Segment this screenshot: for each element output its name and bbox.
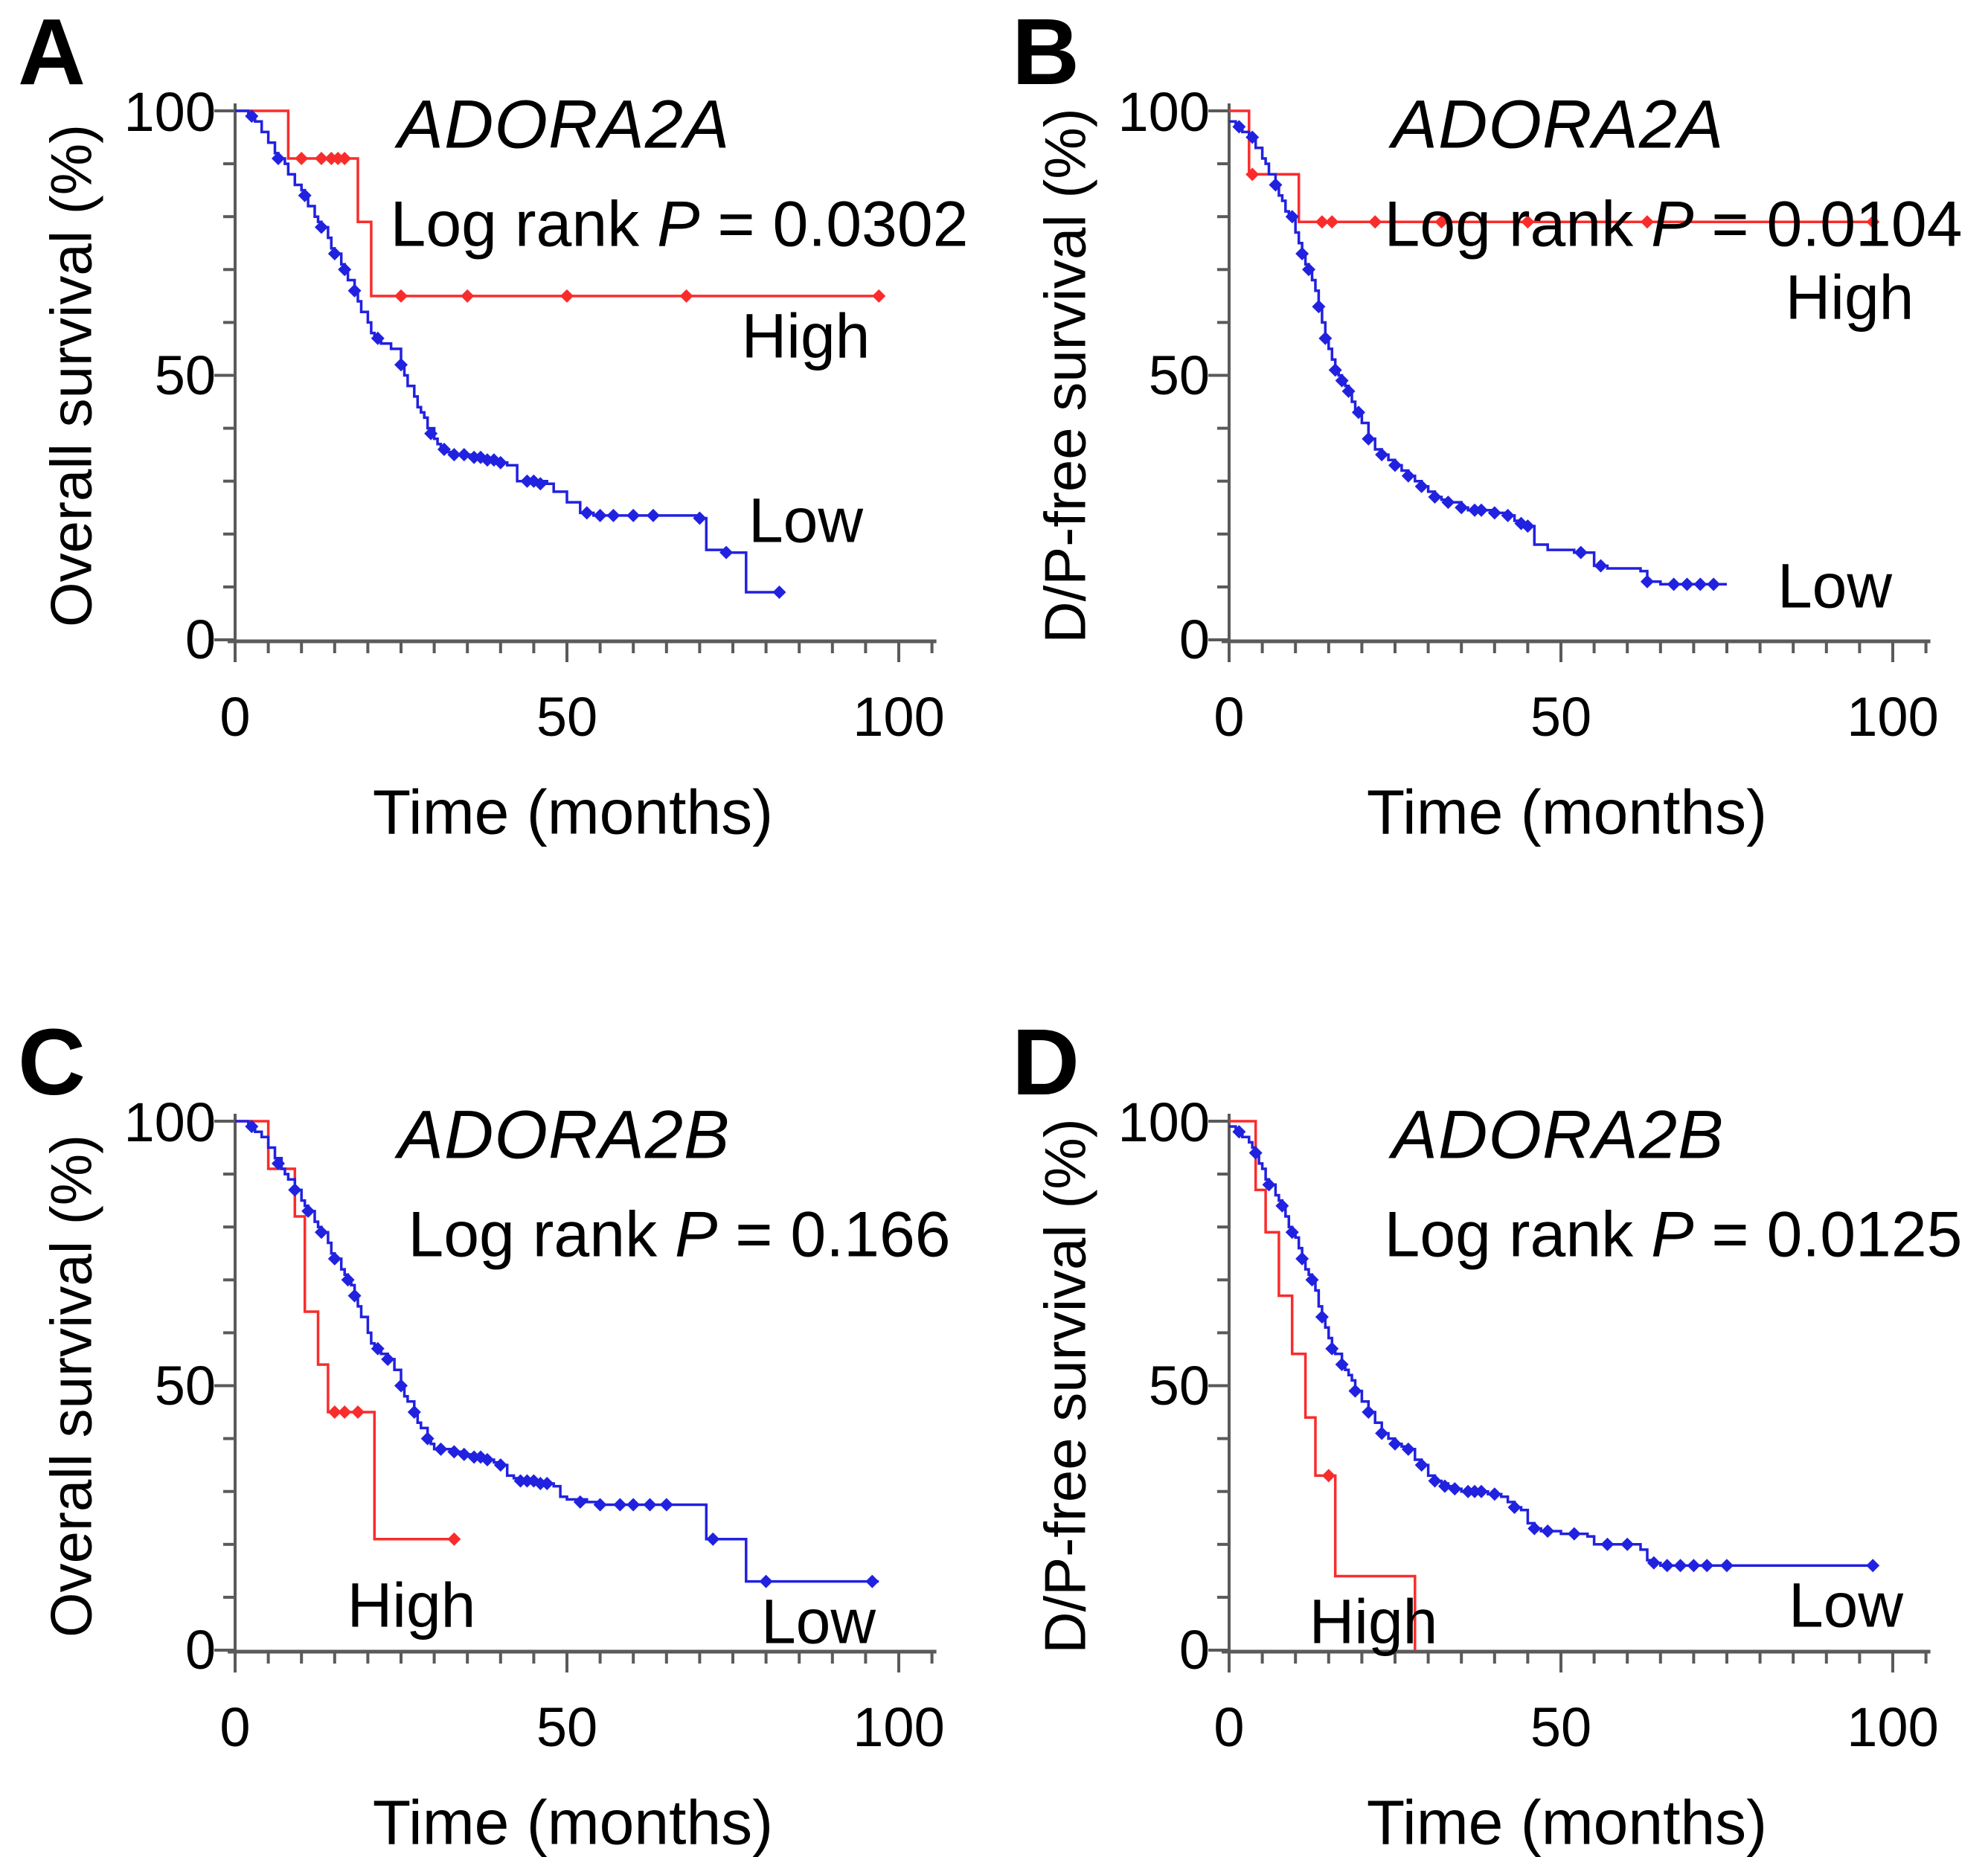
x-tick-label-0: 0 (219, 1696, 251, 1758)
panel-d-content: D ADORA2B Log rank P = 0.0125 D/P-free s… (994, 1010, 1988, 1857)
series-label-low: Low (760, 1586, 876, 1657)
km-plot-d (1208, 1114, 1931, 1672)
panel-letter: B (1012, 0, 1080, 104)
logrank-text: Log rank P = 0.0125 (1384, 1199, 1962, 1272)
y-tick-label-50: 50 (154, 344, 216, 406)
logrank-value: = 0.0302 (717, 188, 969, 260)
km-plot-a (214, 103, 937, 662)
panel-b: B ADORA2A Log rank P = 0.0104 D/P-free s… (994, 0, 1988, 928)
panel-a: A ADORA2A Log rank P = 0.0302 Overall su… (0, 0, 994, 928)
y-tick-label-50: 50 (1148, 344, 1210, 406)
gene-title: ADORA2A (397, 86, 731, 163)
x-tick-label-0: 0 (1213, 1696, 1245, 1758)
series-label-low: Low (1777, 551, 1893, 621)
x-tick-label-50: 50 (1530, 1696, 1592, 1758)
x-tick-label-50: 50 (536, 1696, 598, 1758)
panel-b-content: B ADORA2A Log rank P = 0.0104 D/P-free s… (994, 0, 1988, 928)
x-tick-label-0: 0 (219, 686, 251, 748)
logrank-prefix: Log rank (1384, 188, 1634, 260)
panel-a-content: A ADORA2A Log rank P = 0.0302 Overall su… (0, 0, 994, 928)
panel-letter: A (18, 0, 86, 104)
gene-title: ADORA2B (1391, 1097, 1725, 1173)
x-tick-label-100: 100 (853, 686, 945, 748)
x-axis-title: Time (months) (1366, 777, 1768, 847)
logrank-text: Log rank P = 0.0104 (1384, 188, 1962, 262)
x-tick-label-100: 100 (853, 1696, 945, 1758)
y-tick-label-100: 100 (1118, 81, 1210, 143)
x-tick-label-50: 50 (536, 686, 598, 748)
p-symbol: P (1651, 1199, 1694, 1271)
y-tick-label-50: 50 (154, 1355, 216, 1417)
logrank-text: Log rank P = 0.0302 (390, 188, 968, 262)
x-tick-label-100: 100 (1847, 1696, 1939, 1758)
gene-title: ADORA2B (397, 1097, 731, 1173)
x-axis-title: Time (months) (372, 777, 774, 847)
x-tick-label-0: 0 (1213, 686, 1245, 748)
logrank-value: = 0.166 (735, 1199, 951, 1271)
series-label-high: High (1309, 1586, 1438, 1657)
x-tick-label-100: 100 (1847, 686, 1939, 748)
panel-c: C ADORA2B Log rank P = 0.166 Overall sur… (0, 928, 994, 1857)
logrank-prefix: Log rank (390, 188, 640, 260)
y-tick-label-50: 50 (1148, 1355, 1210, 1417)
y-tick-label-0: 0 (185, 609, 216, 670)
gene-title: ADORA2A (1391, 86, 1725, 163)
km-plot-b (1208, 103, 1931, 662)
x-axis-title: Time (months) (1366, 1787, 1768, 1857)
x-tick-label-50: 50 (1530, 686, 1592, 748)
y-tick-label-100: 100 (1118, 1091, 1210, 1153)
logrank-prefix: Log rank (408, 1199, 658, 1271)
x-axis-title: Time (months) (372, 1787, 774, 1857)
p-symbol: P (1651, 188, 1694, 260)
y-tick-label-0: 0 (185, 1619, 216, 1681)
p-symbol: P (657, 188, 700, 260)
panel-c-content: C ADORA2B Log rank P = 0.166 Overall sur… (0, 1010, 994, 1857)
y-tick-label-100: 100 (124, 81, 216, 143)
series-label-high: High (1785, 262, 1914, 333)
series-label-high: High (347, 1570, 476, 1640)
p-symbol: P (674, 1199, 718, 1271)
series-label-high: High (741, 301, 870, 371)
y-tick-label-0: 0 (1179, 1619, 1210, 1681)
panel-d: D ADORA2B Log rank P = 0.0125 D/P-free s… (994, 928, 1988, 1857)
logrank-text: Log rank P = 0.166 (408, 1199, 950, 1272)
logrank-value: = 0.0125 (1711, 1199, 1963, 1271)
logrank-value: = 0.0104 (1711, 188, 1963, 260)
series-label-low: Low (1788, 1570, 1904, 1640)
y-tick-label-0: 0 (1179, 609, 1210, 670)
y-tick-label-100: 100 (124, 1091, 216, 1153)
series-label-low: Low (748, 485, 864, 556)
panel-letter: C (18, 1010, 86, 1114)
logrank-prefix: Log rank (1384, 1199, 1634, 1271)
panel-letter: D (1012, 1010, 1080, 1114)
km-plot-c (214, 1114, 937, 1672)
